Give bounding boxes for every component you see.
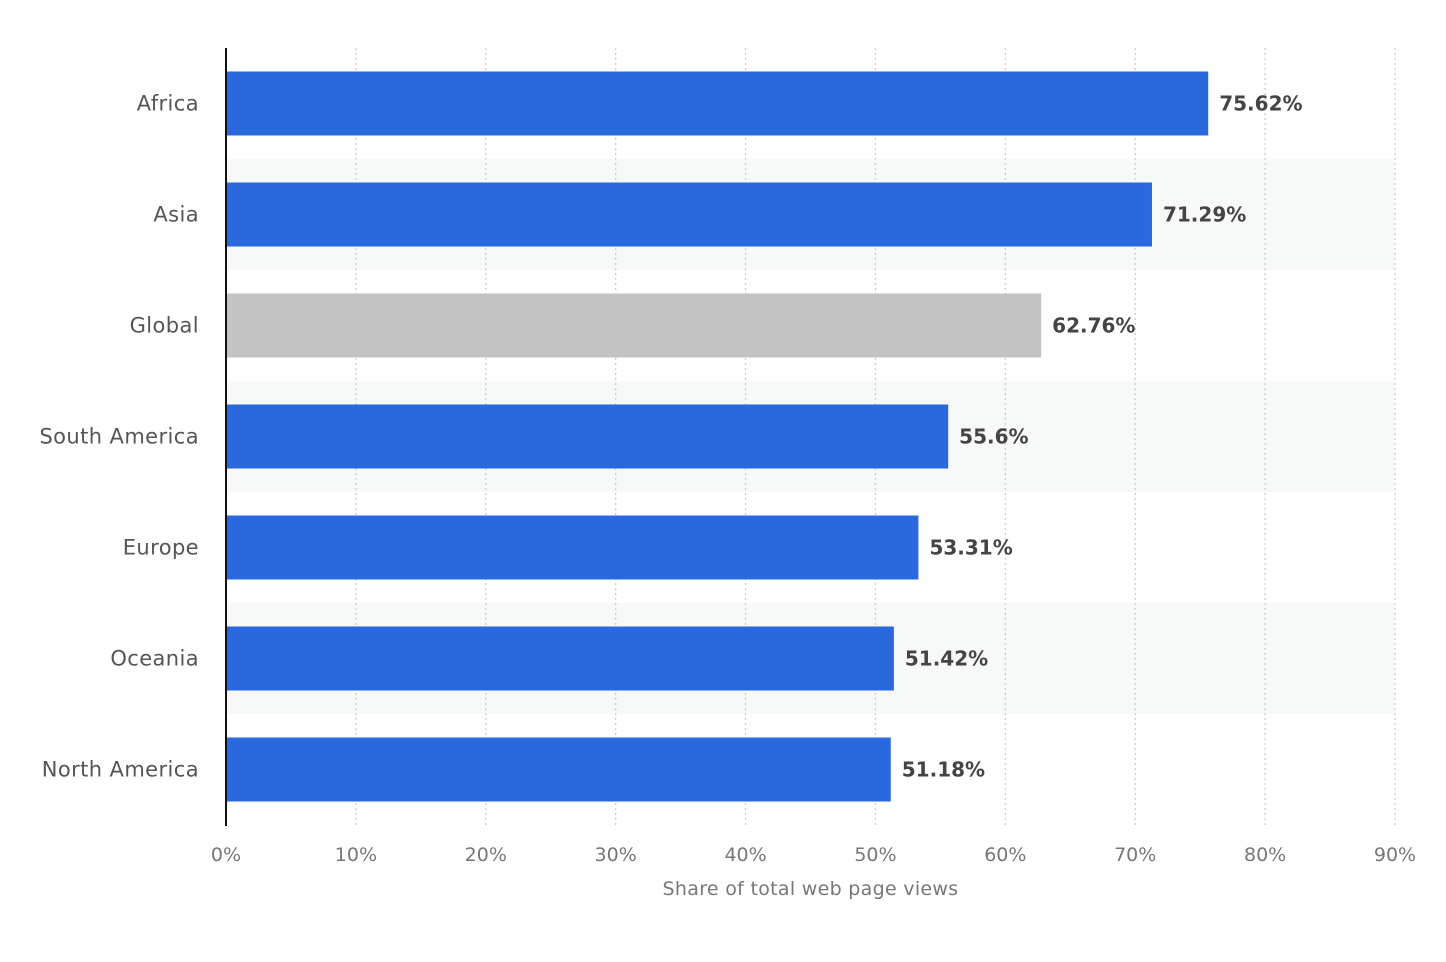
value-label: 71.29% — [1163, 203, 1246, 227]
category-label: Asia — [153, 203, 199, 227]
value-label: 51.42% — [905, 647, 988, 671]
bar-global — [226, 293, 1042, 358]
category-label: North America — [42, 758, 199, 782]
value-label: 51.18% — [902, 758, 985, 782]
value-label: 62.76% — [1052, 314, 1135, 338]
category-label: Africa — [137, 92, 199, 116]
category-label: Global — [130, 314, 199, 338]
bars — [226, 71, 1209, 802]
x-tick-label: 80% — [1244, 844, 1286, 866]
category-labels: Africa Asia Global South America Europe Ocean… — [39, 92, 199, 782]
x-tick-label: 50% — [854, 844, 896, 866]
x-tick-label: 10% — [335, 844, 377, 866]
x-tick-label: 40% — [724, 844, 766, 866]
bar-europe — [226, 515, 919, 580]
value-label: 53.31% — [929, 536, 1012, 560]
x-tick-label: 0% — [211, 844, 241, 866]
category-label: Europe — [123, 536, 199, 560]
x-tick-label: 70% — [1114, 844, 1156, 866]
value-label: 75.62% — [1219, 92, 1302, 116]
category-label: Oceania — [110, 647, 199, 671]
x-tick-labels: 0% 10% 20% 30% 40% 50% 60% 70% 80% 90% — [211, 844, 1416, 866]
bar-asia — [226, 182, 1152, 247]
bar-south-america — [226, 404, 949, 469]
x-tick-label: 20% — [465, 844, 507, 866]
category-label: South America — [39, 425, 199, 449]
x-axis-title: Share of total web page views — [663, 878, 959, 900]
bar-oceania — [226, 626, 894, 691]
x-tick-label: 30% — [595, 844, 637, 866]
value-labels: 75.62% 71.29% 62.76% 55.6% 53.31% 51.42% 51.18… — [902, 92, 1303, 782]
value-label: 55.6% — [959, 425, 1028, 449]
x-tick-label: 90% — [1374, 844, 1416, 866]
bar-africa — [226, 71, 1209, 136]
x-tick-label: 60% — [984, 844, 1026, 866]
bar-north-america — [226, 737, 891, 802]
